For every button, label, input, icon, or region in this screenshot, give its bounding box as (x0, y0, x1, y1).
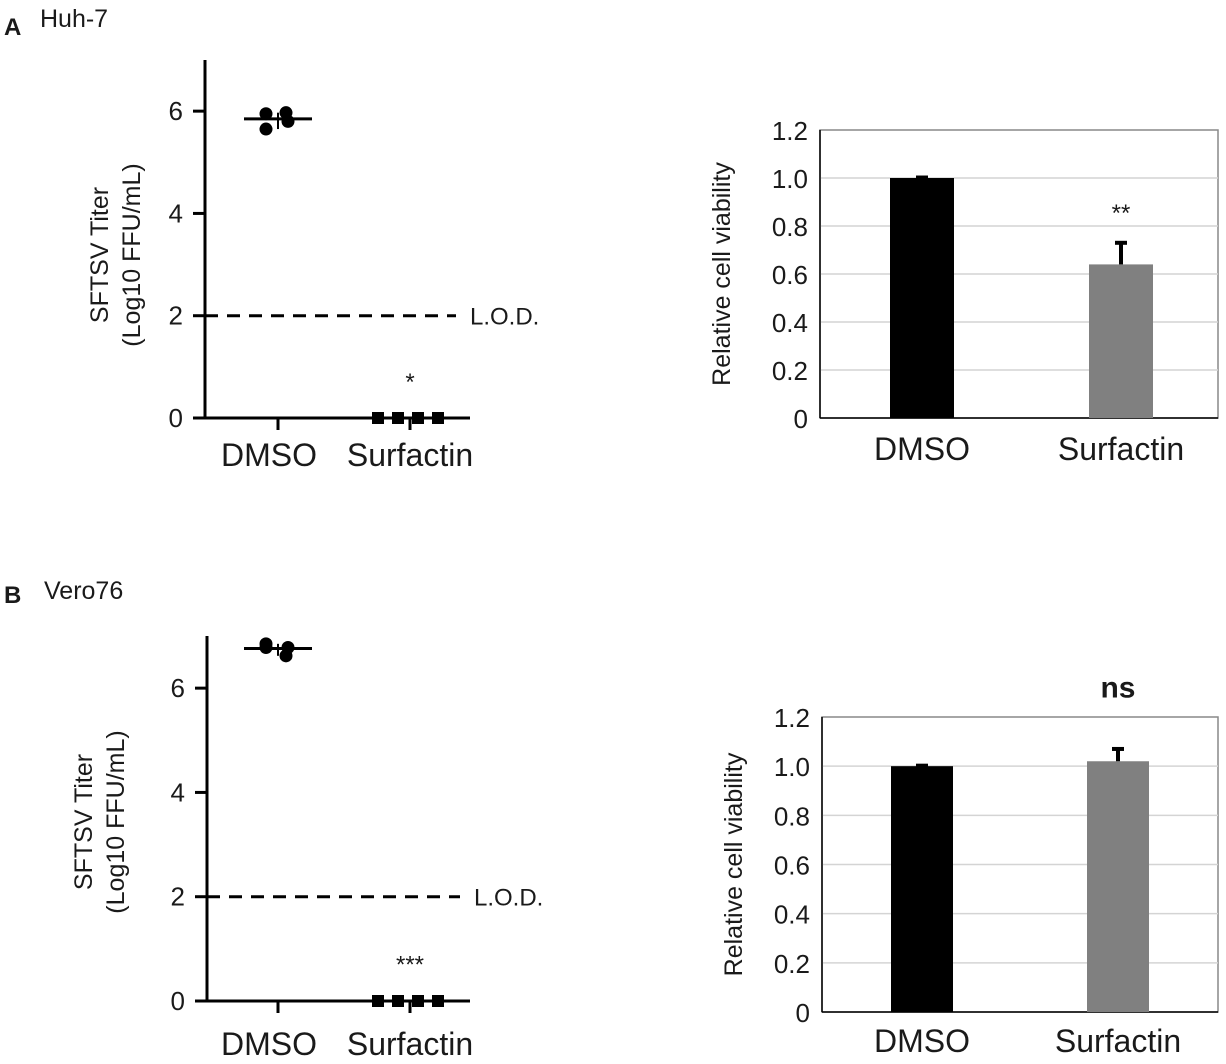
significance-label: * (405, 369, 414, 396)
data-point-surfactin (392, 995, 404, 1007)
y-tick-label: 1.0 (774, 752, 810, 782)
y-tick-label: 2 (171, 882, 185, 912)
y-tick-label: 0.2 (772, 356, 808, 386)
y-tick-label: 0.8 (772, 212, 808, 242)
y-axis-label-line2: (Log10 FFU/mL) (102, 730, 130, 913)
y-tick-label: 0.4 (774, 900, 810, 930)
x-category-label: Surfactin (347, 437, 473, 473)
y-axis-label: Relative cell viability (720, 752, 748, 976)
panel-b-letter: B (4, 582, 21, 609)
y-axis-label: SFTSV Titer (Log10 FFU/mL) (70, 730, 130, 913)
lod-label: L.O.D. (470, 304, 539, 331)
bar (1089, 264, 1153, 418)
significance-label: *** (396, 951, 424, 978)
y-axis-label: SFTSV Titer (Log10 FFU/mL) (86, 163, 146, 346)
y-axis-label-line2: (Log10 FFU/mL) (118, 163, 146, 346)
panel-a-title: Huh-7 (40, 5, 108, 33)
data-point-dmso (259, 107, 273, 121)
x-category-label: DMSO (874, 431, 970, 467)
chart-b-titer: 0 2 4 6 DMSO Surfactin SFTSV Titer (Log10 FFU/m… (70, 636, 543, 1062)
y-tick-label: 1.2 (774, 703, 810, 733)
data-point-surfactin (432, 995, 444, 1007)
y-tick-label: 0 (794, 404, 808, 434)
y-tick-label: 4 (171, 777, 185, 807)
data-point-dmso (259, 122, 273, 136)
y-tick-label: 0 (169, 403, 183, 433)
data-point-surfactin (432, 412, 444, 424)
data-point-dmso (281, 114, 295, 128)
bar (891, 766, 953, 1012)
data-point-surfactin (412, 412, 424, 424)
data-point-surfactin (372, 995, 384, 1007)
panel-b-title: Vero76 (44, 577, 123, 605)
y-tick-label: 0.6 (772, 260, 808, 290)
bar (890, 178, 954, 418)
x-category-label: DMSO (874, 1023, 970, 1059)
y-axis-label: Relative cell viability (708, 162, 736, 386)
x-category-label: DMSO (221, 1026, 317, 1062)
y-tick-label: 6 (171, 673, 185, 703)
bar (1087, 761, 1149, 1012)
y-tick-label: 4 (169, 198, 183, 228)
x-category-label: Surfactin (1055, 1023, 1181, 1059)
y-tick-label: 0 (796, 998, 810, 1028)
chart-a-titer: 0 2 4 6 DMSO Surfactin SFTSV Titer (Log10 FFU/m… (86, 60, 539, 473)
lod-label: L.O.D. (474, 885, 543, 912)
x-category-label: Surfactin (347, 1026, 473, 1062)
y-tick-label: 6 (169, 96, 183, 126)
x-category-label: DMSO (221, 437, 317, 473)
y-tick-label: 0 (171, 986, 185, 1016)
y-tick-label: 1.0 (772, 164, 808, 194)
data-point-surfactin (412, 995, 424, 1007)
chart-b-viability: 0 0.2 0.4 0.6 0.8 1.0 1.2 DMSO Surfactin Relative… (720, 671, 1219, 1059)
chart-a-viability: 0 0.2 0.4 0.6 0.8 1.0 1.2 DMSO Surfactin Relative… (708, 116, 1219, 467)
y-tick-label: 0.8 (774, 801, 810, 831)
y-tick-label: 0.2 (774, 949, 810, 979)
x-category-label: Surfactin (1058, 431, 1184, 467)
y-tick-label: 0.6 (774, 851, 810, 881)
y-tick-label: 2 (169, 301, 183, 331)
data-point-surfactin (372, 412, 384, 424)
panel-a-letter: A (4, 14, 21, 41)
data-point-surfactin (392, 412, 404, 424)
y-axis-label-line1: SFTSV Titer (70, 754, 98, 890)
y-axis-label-line1: SFTSV Titer (86, 187, 114, 323)
significance-label: ns (1100, 671, 1135, 704)
y-tick-label: 1.2 (772, 116, 808, 146)
significance-label: ** (1112, 200, 1131, 227)
y-tick-label: 0.4 (772, 308, 808, 338)
